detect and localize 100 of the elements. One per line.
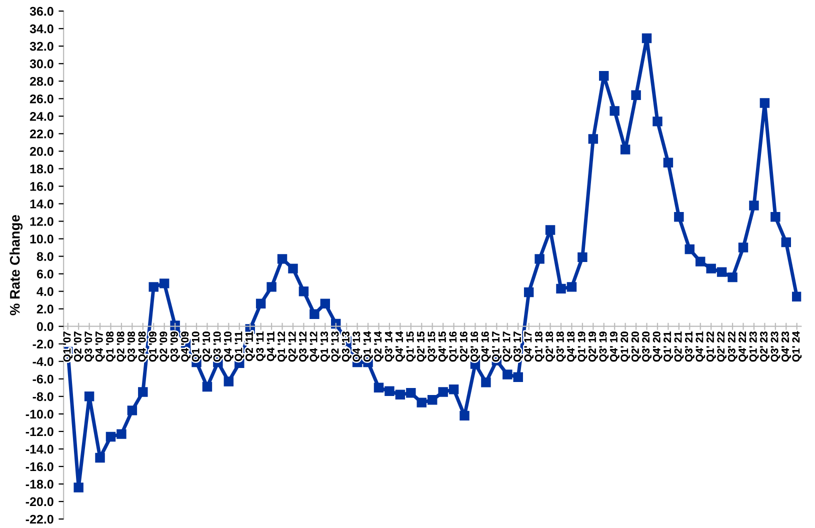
x-tick-label: Q1' 18 [534, 332, 544, 362]
y-tick-label: 28.0 [30, 76, 54, 86]
x-tick-label: Q2' 20 [631, 332, 641, 362]
x-tick-label: Q4' 23 [782, 332, 791, 362]
x-tick-label: Q3' 15 [428, 332, 438, 362]
x-tick-label: Q2' 15 [417, 332, 426, 362]
x-tick-label: Q3 '09 [170, 332, 180, 362]
y-tick-label: 24.0 [30, 112, 54, 121]
x-tick-label: Q4 '10 [224, 332, 234, 362]
y-tick-label: 10.0 [30, 234, 54, 244]
y-tick-label: 20.0 [30, 147, 54, 156]
y-tick-label: 26.0 [30, 94, 54, 104]
x-tick-label: Q3 '10 [213, 332, 223, 362]
x-tick-label: Q1' 20 [620, 332, 630, 362]
x-tick-label: Q2 '14 [374, 331, 384, 362]
x-tick-label: Q3' 23 [770, 332, 780, 362]
y-tick-label: 32.0 [30, 42, 54, 51]
x-tick-label: Q2 '12 [288, 332, 298, 362]
x-tick-label: Q1 '14 [363, 331, 373, 362]
x-tick-label: Q2 '13 [331, 332, 341, 362]
y-tick-label: -16.0 [26, 462, 54, 472]
x-tick-label: Q1 '08 [106, 332, 116, 362]
y-tick-label: -22.0 [26, 514, 54, 524]
x-tick-label: Q4' 19 [610, 332, 620, 362]
x-tick-label: Q1 '13 [320, 332, 330, 362]
x-tick-label: Q1' 19 [578, 332, 588, 362]
x-tick-label: Q3' 18 [556, 332, 566, 362]
x-tick-label: Q4 '13 [352, 332, 362, 362]
x-tick-label: Q2 '07 [74, 332, 84, 362]
x-tick-label: Q2 '10 [202, 332, 212, 362]
y-tick-label: 6.0 [36, 270, 54, 278]
y-tick-label: 2.0 [36, 304, 54, 314]
x-tick-label: Q3 '07 [84, 332, 94, 362]
y-tick-label: -10.0 [26, 410, 54, 419]
y-axis-title: % Rate Change [10, 214, 23, 316]
y-tick-label: -20.0 [26, 497, 54, 506]
y-tick-label: -14.0 [26, 444, 54, 454]
x-tick-label: Q3' 21 [685, 332, 694, 362]
y-tick-label: -2.0 [32, 340, 54, 349]
x-tick-label: Q4' 20 [652, 332, 662, 362]
x-tick-label: Q4' 14 [396, 331, 405, 362]
x-tick-label: Q3 '12 [299, 332, 308, 362]
x-tick-label: Q4' 17 [524, 332, 534, 362]
y-tick-label: 36.0 [30, 6, 54, 16]
y-tick-label: 30.0 [30, 59, 54, 68]
y-tick-label: 4.0 [36, 287, 54, 296]
x-tick-label: Q1' 16 [449, 332, 459, 362]
x-tick-label: Q2 '09 [160, 332, 170, 362]
x-tick-label: Q2' 23 [760, 332, 770, 362]
x-tick-label: Q3 '11 [256, 332, 266, 362]
x-tick-label: Q4' 21 [696, 332, 706, 362]
x-tick-label: Q2 '11 [246, 332, 255, 362]
x-tick-label: Q3' 22 [728, 332, 738, 362]
y-tick-label: 12.0 [30, 217, 54, 226]
x-tick-label: Q2' 18 [546, 332, 556, 362]
y-tick-label: -4.0 [32, 357, 54, 366]
x-tick-label: Q1' 23 [749, 332, 759, 362]
x-tick-label: Q4' 22 [738, 332, 748, 362]
x-tick-label: Q3' 17 [514, 332, 523, 362]
y-tick-label: 22.0 [30, 129, 54, 138]
x-tick-label: Q1' 22 [706, 332, 716, 362]
x-tick-label: Q3' 19 [599, 332, 609, 362]
x-tick-label: Q3' 20 [642, 332, 652, 362]
x-tick-label: Q2' 21 [674, 332, 684, 362]
x-tick-label: Q4 '08 [138, 332, 148, 362]
x-tick-label: Q4 '11 [266, 332, 276, 362]
y-tick-label: -12.0 [26, 427, 54, 436]
x-tick-label: Q4 '07 [95, 332, 105, 362]
x-tick-label: Q1' 17 [492, 332, 502, 362]
x-tick-label: Q4' 18 [567, 332, 576, 362]
x-tick-label: Q4' 16 [481, 332, 491, 362]
x-tick-label: Q2 '08 [116, 332, 126, 362]
x-tick-label: Q1 '10 [192, 332, 202, 362]
y-tick-label: -6.0 [32, 374, 54, 384]
x-tick-label: Q2' 22 [717, 332, 727, 362]
x-tick-label: Q1' 15 [406, 332, 416, 362]
y-tick-label: 14.0 [30, 200, 54, 208]
y-tick-label: 8.0 [36, 252, 54, 261]
x-tick-label: Q1 '07 [63, 332, 73, 362]
x-tick-label: Q1 '09 [149, 332, 158, 362]
x-tick-label: Q2' 16 [460, 332, 470, 362]
y-tick-label: -8.0 [32, 392, 54, 402]
y-tick-label: 34.0 [30, 24, 54, 34]
y-tick-label: 16.0 [30, 182, 54, 191]
x-tick-label: Q2' 19 [588, 332, 598, 362]
x-tick-label: Q4' 15 [438, 332, 448, 362]
x-tick-label: Q4 '09 [181, 332, 191, 362]
x-tick-label: Q3 '13 [342, 332, 352, 362]
y-tick-label: 18.0 [30, 164, 54, 174]
x-tick-label: Q1 '12 [278, 332, 288, 362]
y-tick-label: 0.0 [36, 322, 54, 332]
x-tick-label: Q2' 17 [502, 332, 512, 362]
y-tick-label: -18.0 [26, 480, 54, 489]
x-tick-label: Q3' 14 [384, 331, 394, 362]
x-tick-label: Q1' 24 [792, 331, 802, 362]
x-tick-label: Q1' 21 [664, 332, 673, 362]
x-tick-label: Q1 '11 [234, 332, 244, 362]
x-tick-label: Q3 '08 [128, 332, 137, 362]
x-tick-label: Q3' 16 [470, 332, 480, 362]
x-tick-label: Q4 '12 [310, 332, 320, 362]
